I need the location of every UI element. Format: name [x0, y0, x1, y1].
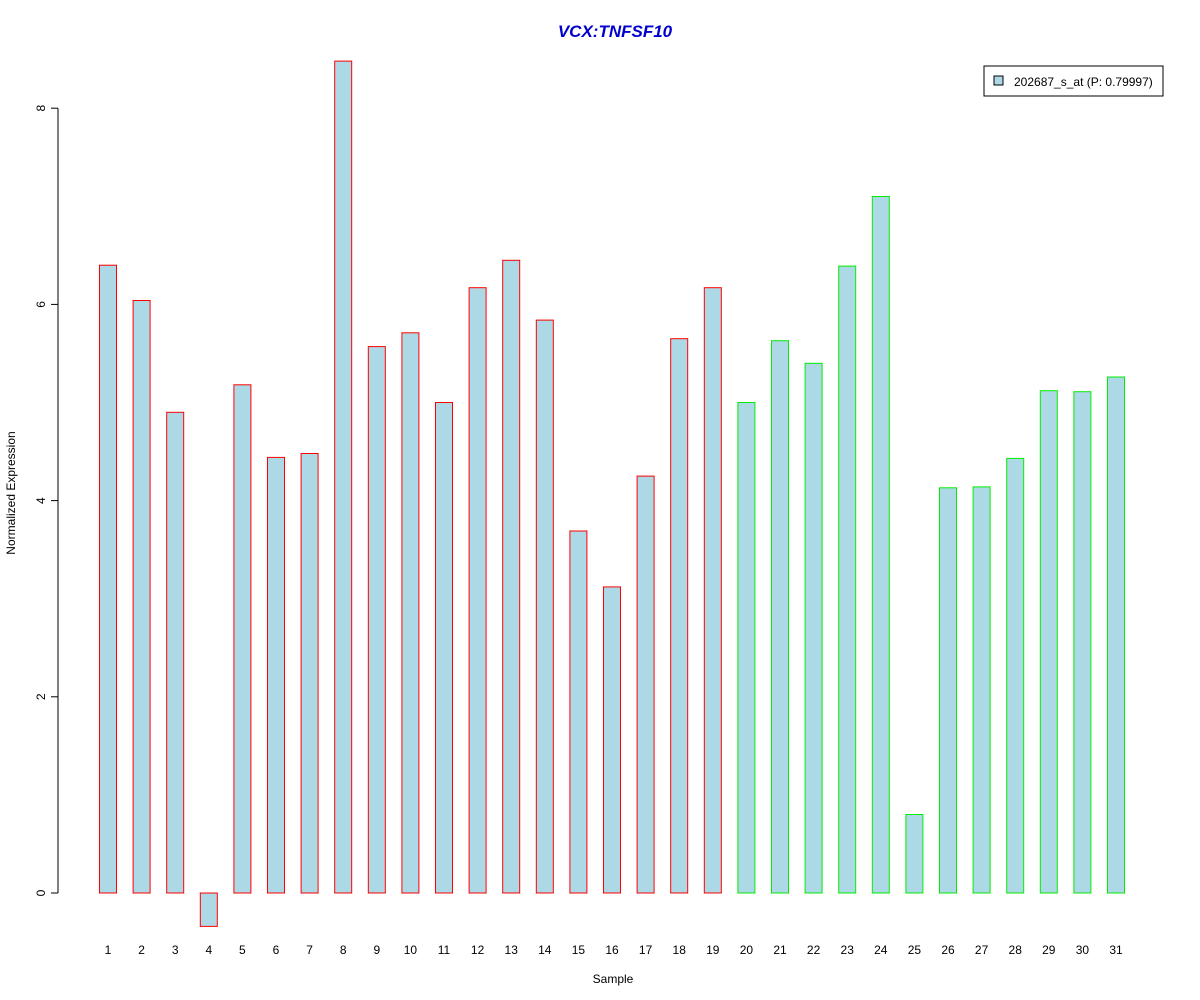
y-axis: 0 2 4 6 8: [34, 105, 59, 896]
bar-sample-12: [468, 287, 487, 894]
x-tick-label: 7: [306, 943, 313, 957]
x-tick-label: 3: [172, 943, 179, 957]
x-tick-label: 27: [975, 943, 989, 957]
bar-sample-19: [703, 287, 722, 894]
bars: [99, 60, 1125, 927]
bar-sample-31: [1107, 376, 1125, 894]
x-tick-label: 5: [239, 943, 246, 957]
x-tick-label: 9: [373, 943, 380, 957]
bar-sample-30: [1073, 391, 1092, 894]
bar-sample-6: [267, 456, 285, 894]
x-tick-label: 23: [841, 943, 855, 957]
y-tick-label: 6: [34, 301, 48, 308]
bar-sample-27: [972, 486, 991, 894]
bar-sample-14: [535, 319, 554, 894]
bar-sample-20: [737, 402, 756, 894]
bar-sample-17: [636, 475, 655, 894]
x-tick-label: 21: [773, 943, 787, 957]
legend-box: [983, 65, 1164, 97]
bar-sample-25: [905, 814, 924, 894]
y-tick-label: 8: [34, 105, 48, 112]
bar-sample-21: [771, 340, 789, 894]
x-axis-label: Sample: [593, 972, 634, 986]
bar-sample-4: [199, 892, 218, 927]
y-tick-label: 0: [34, 889, 48, 896]
x-tick-label: 8: [340, 943, 347, 957]
x-tick-label: 10: [404, 943, 418, 957]
bar-sample-16: [603, 586, 621, 894]
bar-sample-2: [132, 300, 151, 894]
y-tick-label: 4: [34, 497, 48, 504]
bar-sample-24: [871, 196, 890, 894]
x-tick-label: 13: [505, 943, 519, 957]
x-tick-label: 29: [1042, 943, 1056, 957]
x-tick-label: 16: [605, 943, 619, 957]
x-tick-label: 6: [273, 943, 280, 957]
bar-sample-9: [367, 346, 386, 894]
legend-swatch: [993, 75, 1004, 86]
bar-sample-23: [838, 265, 857, 894]
bar-sample-15: [569, 530, 588, 894]
y-tick-label: 2: [34, 693, 48, 700]
x-tick-label: 18: [673, 943, 687, 957]
bar-sample-22: [804, 362, 823, 894]
x-tick-label: 22: [807, 943, 821, 957]
bar-sample-10: [401, 332, 420, 894]
x-tick-label: 24: [874, 943, 888, 957]
bar-sample-5: [233, 384, 252, 894]
legend: 202687_s_at (P: 0.79997): [983, 65, 1164, 97]
x-tick-label: 26: [941, 943, 955, 957]
x-tick-label: 25: [908, 943, 922, 957]
bar-sample-1: [99, 264, 117, 894]
x-tick-label: 19: [706, 943, 720, 957]
y-axis-label: Normalized Expression: [4, 431, 18, 554]
x-tick-label: 28: [1009, 943, 1023, 957]
bar-sample-11: [435, 402, 453, 894]
x-tick-label: 11: [438, 943, 451, 957]
x-tick-label: 14: [538, 943, 552, 957]
bar-sample-18: [670, 338, 689, 894]
x-tick-label: 2: [138, 943, 145, 957]
x-axis-tick-labels: 1 2 3 4 5 6 7 8 9 10 11 12 13 14 15 16 17 18 19 20 21 22 23 24 2…: [105, 943, 1123, 957]
x-tick-label: 20: [740, 943, 754, 957]
bar-sample-13: [502, 259, 521, 894]
bar-sample-7: [300, 453, 319, 894]
x-tick-label: 12: [471, 943, 485, 957]
bar-sample-26: [939, 487, 957, 894]
bar-sample-29: [1039, 390, 1058, 894]
bar-sample-3: [166, 411, 185, 894]
bar-sample-28: [1006, 457, 1025, 894]
x-tick-label: 30: [1076, 943, 1090, 957]
x-tick-label: 1: [105, 943, 112, 957]
x-tick-label: 31: [1109, 943, 1123, 957]
chart-title: VCX:TNFSF10: [558, 22, 673, 41]
legend-label: 202687_s_at (P: 0.79997): [1014, 75, 1153, 89]
x-tick-label: 15: [572, 943, 586, 957]
bar-sample-8: [334, 60, 353, 894]
x-tick-label: 4: [205, 943, 212, 957]
x-tick-label: 17: [639, 943, 653, 957]
